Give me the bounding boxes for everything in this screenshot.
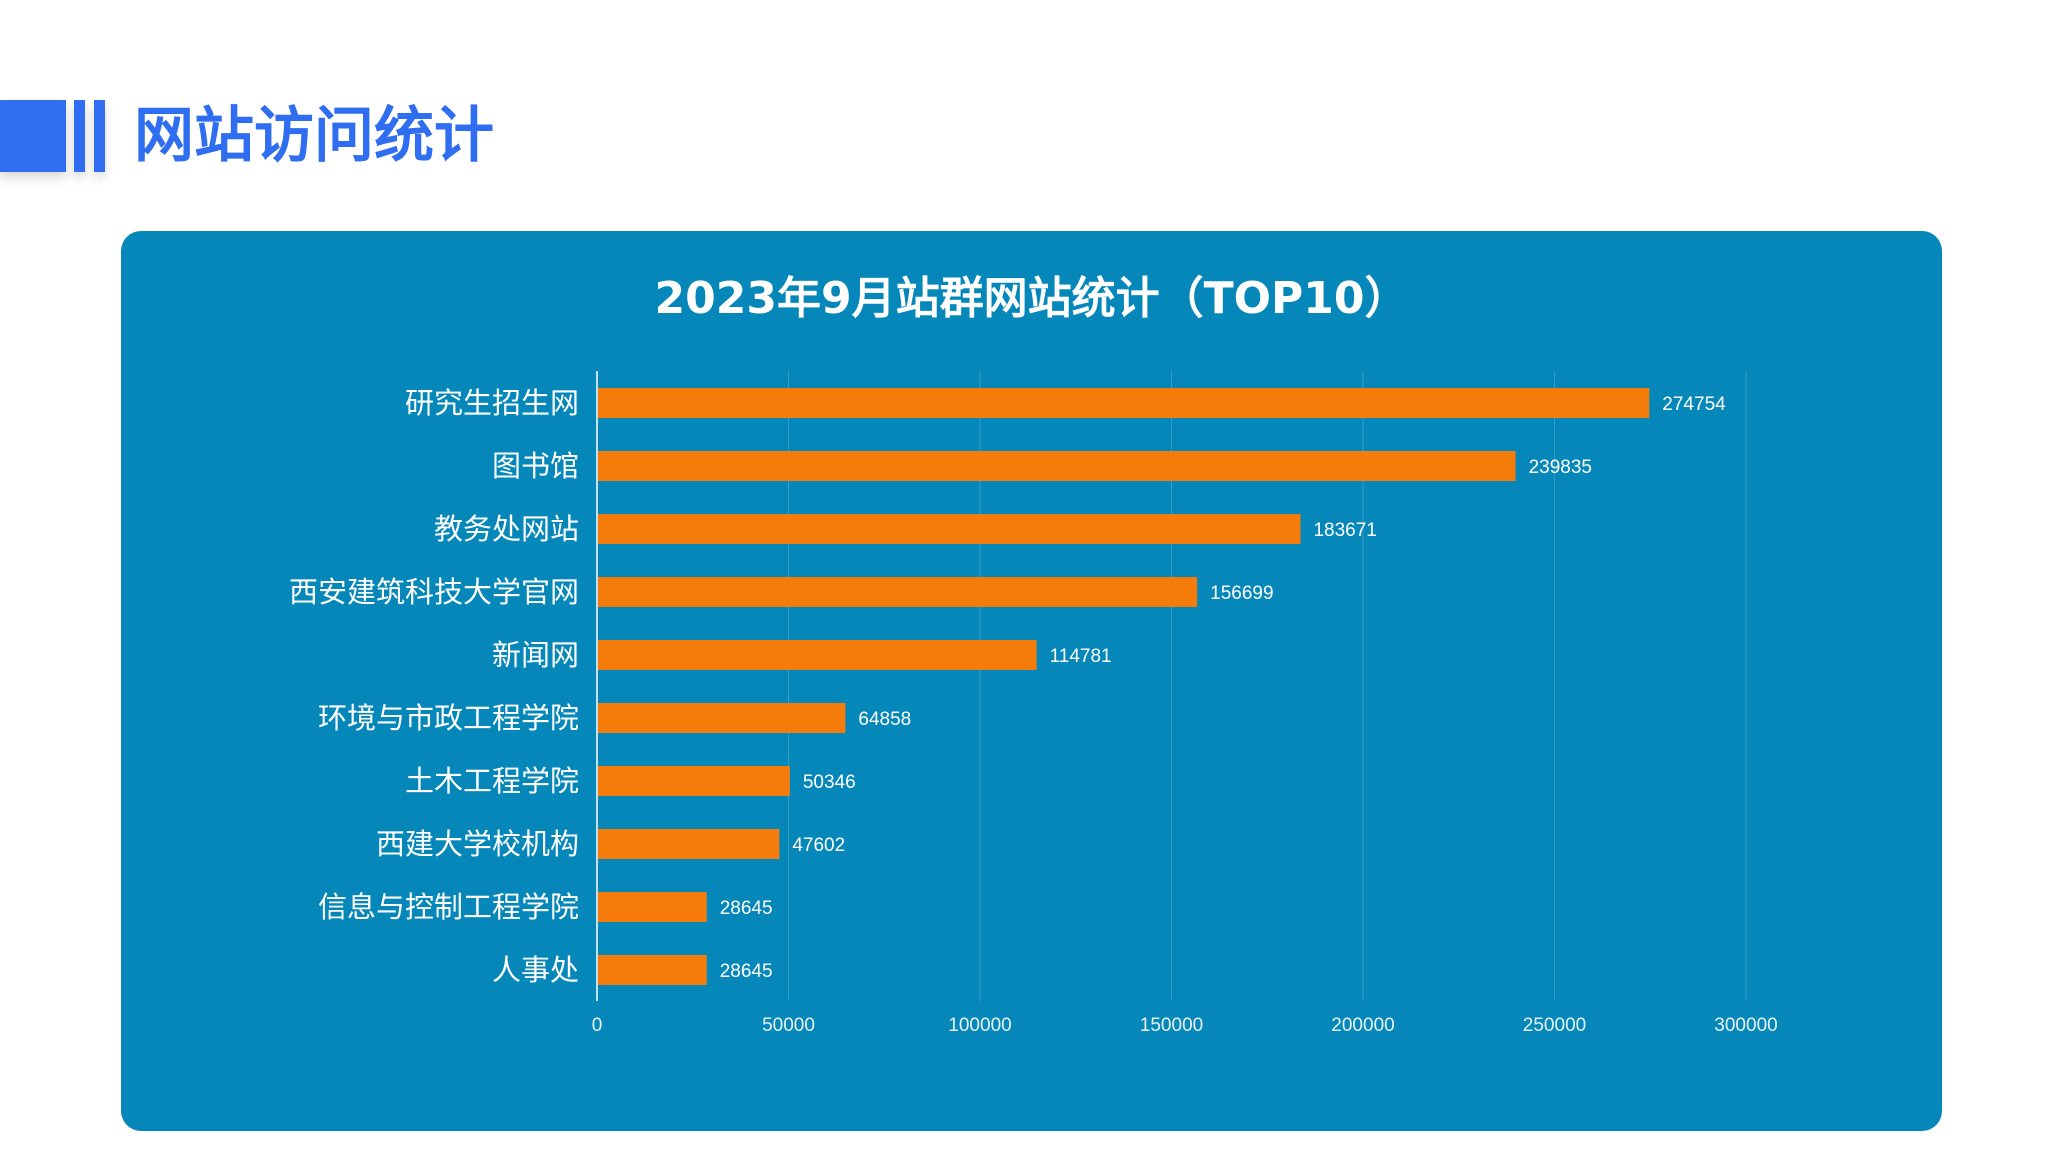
chart-panel: 2023年9月站群网站统计（TOP10） 0 50000 100000 150000 2…: [121, 231, 1942, 1131]
bar: [598, 388, 1650, 418]
data-label: 28645: [720, 898, 773, 919]
title-accent-stripe: [74, 100, 85, 172]
x-tick-label: 100000: [948, 1015, 1011, 1036]
bar: [598, 892, 707, 922]
x-tick-label: 300000: [1714, 1015, 1777, 1036]
bar: [598, 829, 780, 859]
bar-chart: 0 50000 100000 150000 200000 250000 300000 研究生招…: [289, 371, 1778, 1036]
bar: [598, 640, 1037, 670]
title-accent-stripe: [94, 100, 105, 172]
category-label: 西安建筑科技大学官网: [289, 575, 579, 609]
category-label: 研究生招生网: [405, 386, 579, 420]
data-label: 64858: [858, 709, 911, 730]
category-label: 新闻网: [492, 638, 579, 672]
bar: [598, 577, 1198, 607]
data-label: 183671: [1313, 520, 1376, 541]
data-label: 114781: [1050, 646, 1112, 667]
category-label: 信息与控制工程学院: [318, 890, 579, 924]
category-label: 教务处网站: [434, 512, 579, 546]
category-label: 环境与市政工程学院: [318, 701, 579, 735]
x-tick-label: 50000: [762, 1015, 815, 1036]
chart-title: 2023年9月站群网站统计（TOP10）: [654, 273, 1409, 324]
bar: [598, 766, 790, 796]
bar: [598, 703, 846, 733]
category-label: 西建大学校机构: [376, 827, 579, 861]
bar: [598, 451, 1516, 481]
bar: [598, 514, 1301, 544]
data-label: 156699: [1210, 583, 1273, 604]
data-label: 28645: [720, 961, 773, 982]
page-title: 网站访问统计: [134, 101, 494, 171]
category-label: 土木工程学院: [405, 764, 579, 798]
x-tick-label: 250000: [1523, 1015, 1586, 1036]
data-label: 274754: [1662, 394, 1726, 415]
bar: [598, 955, 707, 985]
x-tick-label: 0: [592, 1015, 603, 1036]
title-accent-block: [0, 100, 66, 172]
data-label: 50346: [803, 772, 856, 793]
x-tick-label: 150000: [1140, 1015, 1203, 1036]
data-label: 239835: [1529, 457, 1592, 478]
category-label: 人事处: [492, 953, 579, 987]
x-tick-label: 200000: [1331, 1015, 1394, 1036]
page-header: 网站访问统计: [0, 96, 600, 176]
category-label: 图书馆: [492, 449, 579, 483]
data-label: 47602: [792, 835, 845, 856]
